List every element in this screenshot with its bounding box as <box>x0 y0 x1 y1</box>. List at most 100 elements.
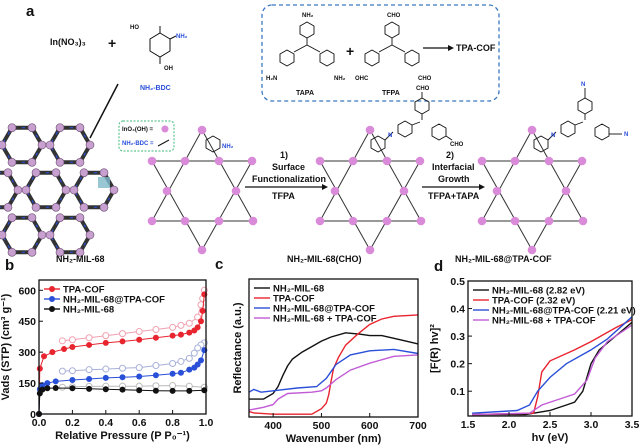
tfpa-aldehyde-top: CHO <box>387 13 401 19</box>
metal-node <box>180 156 190 166</box>
series-1 <box>472 318 633 416</box>
mof-node-polyhedron <box>51 168 61 177</box>
adsorption-point <box>36 365 43 372</box>
kagome-lattices <box>147 125 588 255</box>
adsorption-point <box>169 387 176 394</box>
mof-node-polyhedron <box>55 213 65 222</box>
x-tick-label: 600 <box>361 420 379 432</box>
x-tick-label: 1.5 <box>461 419 476 431</box>
desorption-point <box>102 332 110 340</box>
metal-node <box>561 186 571 196</box>
nh2-bdc-structure <box>149 26 177 64</box>
step1-line2: Functionalization <box>252 174 326 184</box>
metal-node <box>147 156 157 166</box>
metal-node <box>492 186 502 196</box>
mof-node-polyhedron <box>61 185 71 195</box>
y-axis-label: Vads (STP) (cm³ g⁻¹) <box>0 293 12 400</box>
desorption-point <box>185 319 193 327</box>
lattice-bond <box>369 160 421 251</box>
in-nitrate-label: In(NO₃)₃ <box>50 37 86 47</box>
tapa-amine-left: H₂N <box>266 76 277 82</box>
desorption-point <box>194 313 202 321</box>
series-2 <box>36 382 208 417</box>
x-tick-label: 500 <box>313 420 331 432</box>
y-tick-label: 150 <box>18 378 36 390</box>
metal-node <box>315 156 325 166</box>
adsorption-point <box>69 385 76 392</box>
plus-sign: + <box>108 35 116 51</box>
hydroxyl-label: HO <box>130 25 139 31</box>
mof-node-polyhedron <box>55 158 65 167</box>
desorption-point <box>190 349 198 357</box>
metal-node <box>231 186 241 196</box>
desorption-point <box>58 383 66 391</box>
kagome-lattice-2 <box>315 125 426 255</box>
equivalence-symbol <box>98 177 110 188</box>
cof-imine-n-right: N <box>624 132 628 138</box>
panel-label: c <box>215 256 223 273</box>
legend-swatch-marker <box>49 286 55 292</box>
adsorption-point <box>39 386 46 393</box>
lattice-bond <box>369 129 422 222</box>
metal-node <box>577 156 587 166</box>
pendant-aldehyde-top: CHO <box>416 86 430 92</box>
adsorption-point <box>136 336 143 343</box>
adsorption-point <box>152 372 159 379</box>
series-2 <box>248 348 419 393</box>
pendant-aldehyde-right: CHO <box>450 142 464 148</box>
mof-node-polyhedron <box>37 230 47 240</box>
desorption-point <box>185 354 193 362</box>
panel-label: d <box>434 258 443 275</box>
lattice-bond <box>531 129 584 222</box>
cof-imine-n: N <box>551 133 555 139</box>
x-tick-label: 0.6 <box>132 417 147 429</box>
series-3 <box>472 324 633 416</box>
metal-node <box>382 216 392 226</box>
desorption-point <box>68 367 76 375</box>
metal-node <box>365 125 375 135</box>
series-line <box>248 348 419 393</box>
mof-channel <box>0 215 45 255</box>
adsorption-point <box>39 382 46 389</box>
y-tick-label: 0.4 <box>450 304 465 316</box>
metal-node <box>197 245 207 255</box>
mof-channel <box>47 125 93 165</box>
node-linker-legend-box <box>118 120 175 152</box>
y-axis-label: Reflectance (a.u.) <box>232 302 244 393</box>
chart-panel-c: c 400 500 600 700 Wavenumber (nm) Reflectance … <box>215 256 427 445</box>
step2-line1: Interfacial <box>432 162 475 172</box>
tfpa-aldehyde-right: CHO <box>418 76 432 82</box>
mof-node-polyhedron <box>79 168 89 177</box>
structure-label-cof: NH₂-MIL-68@TPA-COF <box>455 254 552 264</box>
pendant-cof-group <box>533 88 622 153</box>
cof-arrow-head <box>448 45 454 51</box>
x-tick-label: 0.8 <box>165 417 180 429</box>
metal-node <box>527 245 537 255</box>
panel-a-scheme: a In(NO₃)₃ + HO NH₂ OH NH₂-BDC NH₂ H₂N N… <box>0 3 628 264</box>
desorption-point <box>169 323 177 331</box>
mof-node-polyhedron <box>31 168 41 177</box>
legend-entry: TPA-COF <box>273 294 315 305</box>
series-line <box>472 316 633 414</box>
legend-entry: NH₂-MIL-68@TPA-COF <box>63 295 165 306</box>
metal-node <box>214 216 224 226</box>
metal-node <box>162 186 172 196</box>
desorption-point <box>85 366 93 374</box>
legend-entry: NH₂-MIL-68 + TPA-COF <box>492 316 596 327</box>
mof-node-polyhedron <box>21 185 31 195</box>
mof-node-polyhedron <box>3 168 13 177</box>
metal-node <box>510 216 520 226</box>
mof-node-polyhedron <box>75 158 85 167</box>
legend-entry: TPA-COF (2.32 eV) <box>492 296 575 307</box>
mof-channel <box>23 170 69 210</box>
adsorption-point <box>177 331 184 338</box>
plot-frame <box>38 279 207 415</box>
y-axis-label: [F(R) hv]² <box>429 324 441 373</box>
series-line <box>248 314 419 415</box>
desorption-point <box>177 321 185 329</box>
lattice-bond <box>151 129 203 222</box>
adsorption-point <box>52 378 59 385</box>
tapa-structure <box>279 21 335 67</box>
desorption-point <box>194 344 202 352</box>
metal-node <box>382 156 392 166</box>
